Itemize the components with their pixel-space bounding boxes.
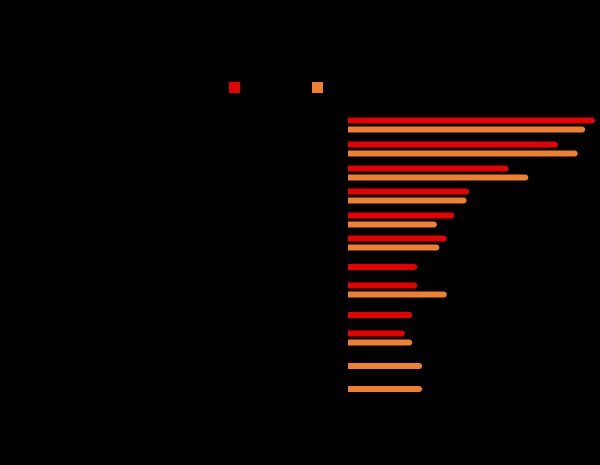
bar-base bbox=[348, 282, 352, 289]
bar-series1-cat7 bbox=[348, 264, 418, 270]
bar-base bbox=[348, 363, 352, 369]
bar-series1-cat10 bbox=[348, 330, 405, 337]
bar-series2-cat11 bbox=[348, 363, 423, 369]
bar-base bbox=[348, 126, 352, 133]
bar-series1-cat3 bbox=[348, 165, 509, 172]
legend-swatch-2 bbox=[312, 82, 323, 93]
bar-series2-cat4 bbox=[348, 197, 467, 204]
bar-base bbox=[348, 221, 352, 228]
bar-base bbox=[348, 235, 352, 242]
bar-series1-cat5 bbox=[348, 212, 455, 219]
bar-series1-cat9 bbox=[348, 312, 413, 318]
bar-series1-cat1 bbox=[348, 117, 595, 124]
bar-series2-cat5 bbox=[348, 221, 437, 228]
bar-series1-cat8 bbox=[348, 282, 418, 289]
bar-base bbox=[348, 339, 352, 346]
bar-base bbox=[348, 117, 352, 124]
bar-base bbox=[348, 212, 352, 219]
bar-series1-cat2 bbox=[348, 141, 558, 148]
bar-base bbox=[348, 141, 352, 148]
bar-series2-cat1 bbox=[348, 126, 586, 133]
bar-base bbox=[348, 264, 352, 270]
bar-base bbox=[348, 312, 352, 318]
bar-series1-cat4 bbox=[348, 188, 470, 195]
bar-series2-cat8 bbox=[348, 291, 447, 298]
bar-base bbox=[348, 174, 352, 181]
bar-series2-cat6 bbox=[348, 244, 440, 251]
bar-base bbox=[348, 188, 352, 195]
bar-series1-cat6 bbox=[348, 235, 447, 242]
bar-series2-cat3 bbox=[348, 174, 529, 181]
bar-base bbox=[348, 165, 352, 172]
bar-series2-cat10 bbox=[348, 339, 413, 346]
bar-base bbox=[348, 197, 352, 204]
bar-base bbox=[348, 330, 352, 337]
bar-series2-cat12 bbox=[348, 386, 423, 392]
bar-series2-cat2 bbox=[348, 150, 578, 157]
bar-base bbox=[348, 150, 352, 157]
legend-swatch-1 bbox=[229, 82, 240, 93]
bar-base bbox=[348, 291, 352, 298]
bar-base bbox=[348, 244, 352, 251]
bar-base bbox=[348, 386, 352, 392]
